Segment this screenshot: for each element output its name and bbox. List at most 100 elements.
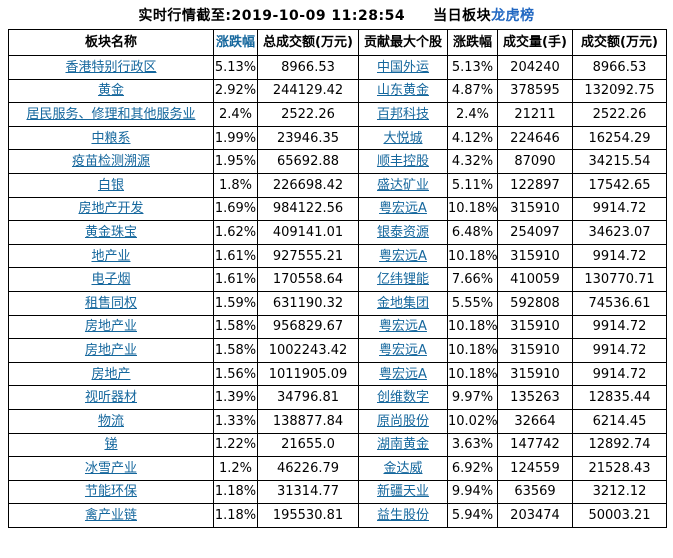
stock-link[interactable]: 粤宏远A <box>379 201 427 217</box>
sector-link[interactable]: 疫苗检测溯源 <box>71 154 150 170</box>
table-row: 锑 1.22% 21655.0 湖南黄金 3.63% 147742 12892.74 <box>8 432 667 458</box>
sector-link[interactable]: 黄金珠宝 <box>84 224 137 240</box>
sector-link[interactable]: 锑 <box>104 437 118 453</box>
stock-link[interactable]: 大悦城 <box>383 130 423 146</box>
sector-link[interactable]: 房地产业 <box>84 319 137 335</box>
stock-volume-cell: 147742 <box>497 432 573 458</box>
sector-link-cell: 房地产开发 <box>8 196 214 222</box>
sector-link-cell: 中粮系 <box>8 125 214 151</box>
stock-link[interactable]: 粤宏远A <box>379 248 427 264</box>
sector-link[interactable]: 房地产开发 <box>78 201 144 217</box>
table-row: 房地产开发 1.69% 984122.56 粤宏远A 10.18% 315910 9914.… <box>8 196 667 222</box>
sector-link-cell: 黄金 <box>8 78 214 104</box>
stock-change-pct-cell: 10.18% <box>447 338 498 363</box>
sector-link[interactable]: 房地产业 <box>84 342 137 358</box>
stock-change-pct-cell: 6.92% <box>447 456 498 481</box>
stock-link[interactable]: 粤宏远A <box>379 342 427 358</box>
sector-link[interactable]: 节能环保 <box>84 484 137 500</box>
stock-turnover-cell: 130770.71 <box>572 267 667 292</box>
sector-change-pct-cell: 1.61% <box>213 267 258 292</box>
sector-total-turnover-cell: 195530.81 <box>257 503 359 528</box>
stock-turnover-cell: 34215.54 <box>572 149 667 174</box>
sector-link[interactable]: 物流 <box>97 413 124 429</box>
stock-link-cell: 中国外运 <box>358 55 448 80</box>
stock-volume-cell: 315910 <box>497 314 573 340</box>
sector-link[interactable]: 房地产 <box>91 366 131 382</box>
sector-change-pct-cell: 2.4% <box>213 102 258 127</box>
stock-link-cell: 粤宏远A <box>358 196 448 222</box>
stock-link[interactable]: 创维数字 <box>376 390 429 406</box>
stock-volume-cell: 32664 <box>497 408 573 434</box>
stock-change-pct-cell: 7.66% <box>447 267 498 292</box>
sector-total-turnover-cell: 2522.26 <box>257 102 359 127</box>
sector-total-turnover-cell: 409141.01 <box>257 220 359 245</box>
sector-link[interactable]: 租售同权 <box>84 295 137 311</box>
sector-link[interactable]: 香港特别行政区 <box>65 59 157 75</box>
sector-link[interactable]: 白银 <box>97 177 124 193</box>
sector-link-cell: 居民服务、修理和其他服务业 <box>8 102 214 127</box>
stock-volume-cell: 592808 <box>497 290 573 316</box>
table-row: 冰雪产业 1.2% 46226.79 金达威 6.92% 124559 21528.43 <box>8 456 667 481</box>
sector-total-turnover-cell: 23946.35 <box>257 125 359 151</box>
sector-total-turnover-cell: 631190.32 <box>257 290 359 316</box>
sector-change-pct-cell: 1.62% <box>213 220 258 245</box>
sector-link[interactable]: 禽产业链 <box>84 508 137 524</box>
sector-link[interactable]: 视听器材 <box>84 390 137 406</box>
stock-link[interactable]: 山东黄金 <box>376 83 429 99</box>
stock-volume-cell: 203474 <box>497 503 573 528</box>
sector-link-cell: 节能环保 <box>8 479 214 505</box>
stock-link-cell: 粤宏远A <box>358 314 448 340</box>
stock-link[interactable]: 原尚股份 <box>376 413 429 429</box>
sector-total-turnover-cell: 170558.64 <box>257 267 359 292</box>
sector-total-turnover-cell: 21655.0 <box>257 432 359 458</box>
stock-link[interactable]: 百邦科技 <box>376 106 429 122</box>
stock-volume-cell: 87090 <box>497 149 573 174</box>
stock-link[interactable]: 银泰资源 <box>376 224 429 240</box>
stock-turnover-cell: 50003.21 <box>572 503 667 528</box>
stock-turnover-cell: 9914.72 <box>572 196 667 222</box>
stock-turnover-cell: 74536.61 <box>572 290 667 316</box>
stock-link[interactable]: 盛达矿业 <box>376 177 429 193</box>
sector-change-pct-cell: 1.58% <box>213 314 258 340</box>
stock-link[interactable]: 粤宏远A <box>379 366 427 382</box>
stock-link[interactable]: 金达威 <box>383 460 423 476</box>
stock-link[interactable]: 金地集团 <box>376 295 429 311</box>
header-row: 板块名称 涨跌幅 总成交额(万元) 贡献最大个股 涨跌幅 成交量(手) 成交额(… <box>8 29 667 56</box>
sector-total-turnover-cell: 34796.81 <box>257 385 359 410</box>
stock-change-pct-cell: 10.02% <box>447 408 498 434</box>
stock-change-pct-cell: 4.32% <box>447 149 498 174</box>
sector-link[interactable]: 电子烟 <box>91 272 131 288</box>
sector-link-cell: 地产业 <box>8 243 214 269</box>
sector-change-pct-cell: 1.22% <box>213 432 258 458</box>
stock-turnover-cell: 9914.72 <box>572 338 667 363</box>
header-stock-change: 涨跌幅 <box>447 29 498 56</box>
sector-link[interactable]: 居民服务、修理和其他服务业 <box>26 106 196 122</box>
stock-turnover-cell: 3212.12 <box>572 479 667 505</box>
stock-volume-cell: 378595 <box>497 78 573 104</box>
stock-turnover-cell: 9914.72 <box>572 243 667 269</box>
stock-link[interactable]: 新疆天业 <box>376 484 429 500</box>
dragon-tiger-ranking-link[interactable]: 龙虎榜 <box>491 8 535 24</box>
stock-volume-cell: 224646 <box>497 125 573 151</box>
sector-link[interactable]: 地产业 <box>91 248 131 264</box>
stock-link[interactable]: 亿纬锂能 <box>376 272 429 288</box>
stock-link[interactable]: 湖南黄金 <box>376 437 429 453</box>
stock-change-pct-cell: 5.13% <box>447 55 498 80</box>
header-sector-change[interactable]: 涨跌幅 <box>213 29 258 56</box>
stock-link[interactable]: 益生股份 <box>376 508 429 524</box>
stock-volume-cell: 315910 <box>497 361 573 387</box>
sector-link[interactable]: 中粮系 <box>91 130 131 146</box>
quote-timestamp: 实时行情截至:2019-10-09 11:28:54 <box>138 8 406 24</box>
stock-change-pct-cell: 10.18% <box>447 243 498 269</box>
stock-turnover-cell: 2522.26 <box>572 102 667 127</box>
sector-link[interactable]: 黄金 <box>97 83 124 99</box>
stock-link[interactable]: 顺丰控股 <box>376 154 429 170</box>
header-stock-turnover: 成交额(万元) <box>572 29 667 56</box>
stock-link[interactable]: 中国外运 <box>376 59 429 75</box>
sector-total-turnover-cell: 31314.77 <box>257 479 359 505</box>
sector-link[interactable]: 冰雪产业 <box>84 460 137 476</box>
sector-link-cell: 白银 <box>8 172 214 198</box>
table-row: 物流 1.33% 138877.84 原尚股份 10.02% 32664 6214.45 <box>8 408 667 434</box>
sector-change-pct-cell: 1.95% <box>213 149 258 174</box>
stock-link[interactable]: 粤宏远A <box>379 319 427 335</box>
